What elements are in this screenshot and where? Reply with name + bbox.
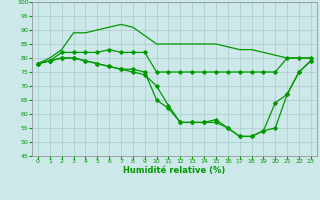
X-axis label: Humidité relative (%): Humidité relative (%) bbox=[123, 166, 226, 175]
